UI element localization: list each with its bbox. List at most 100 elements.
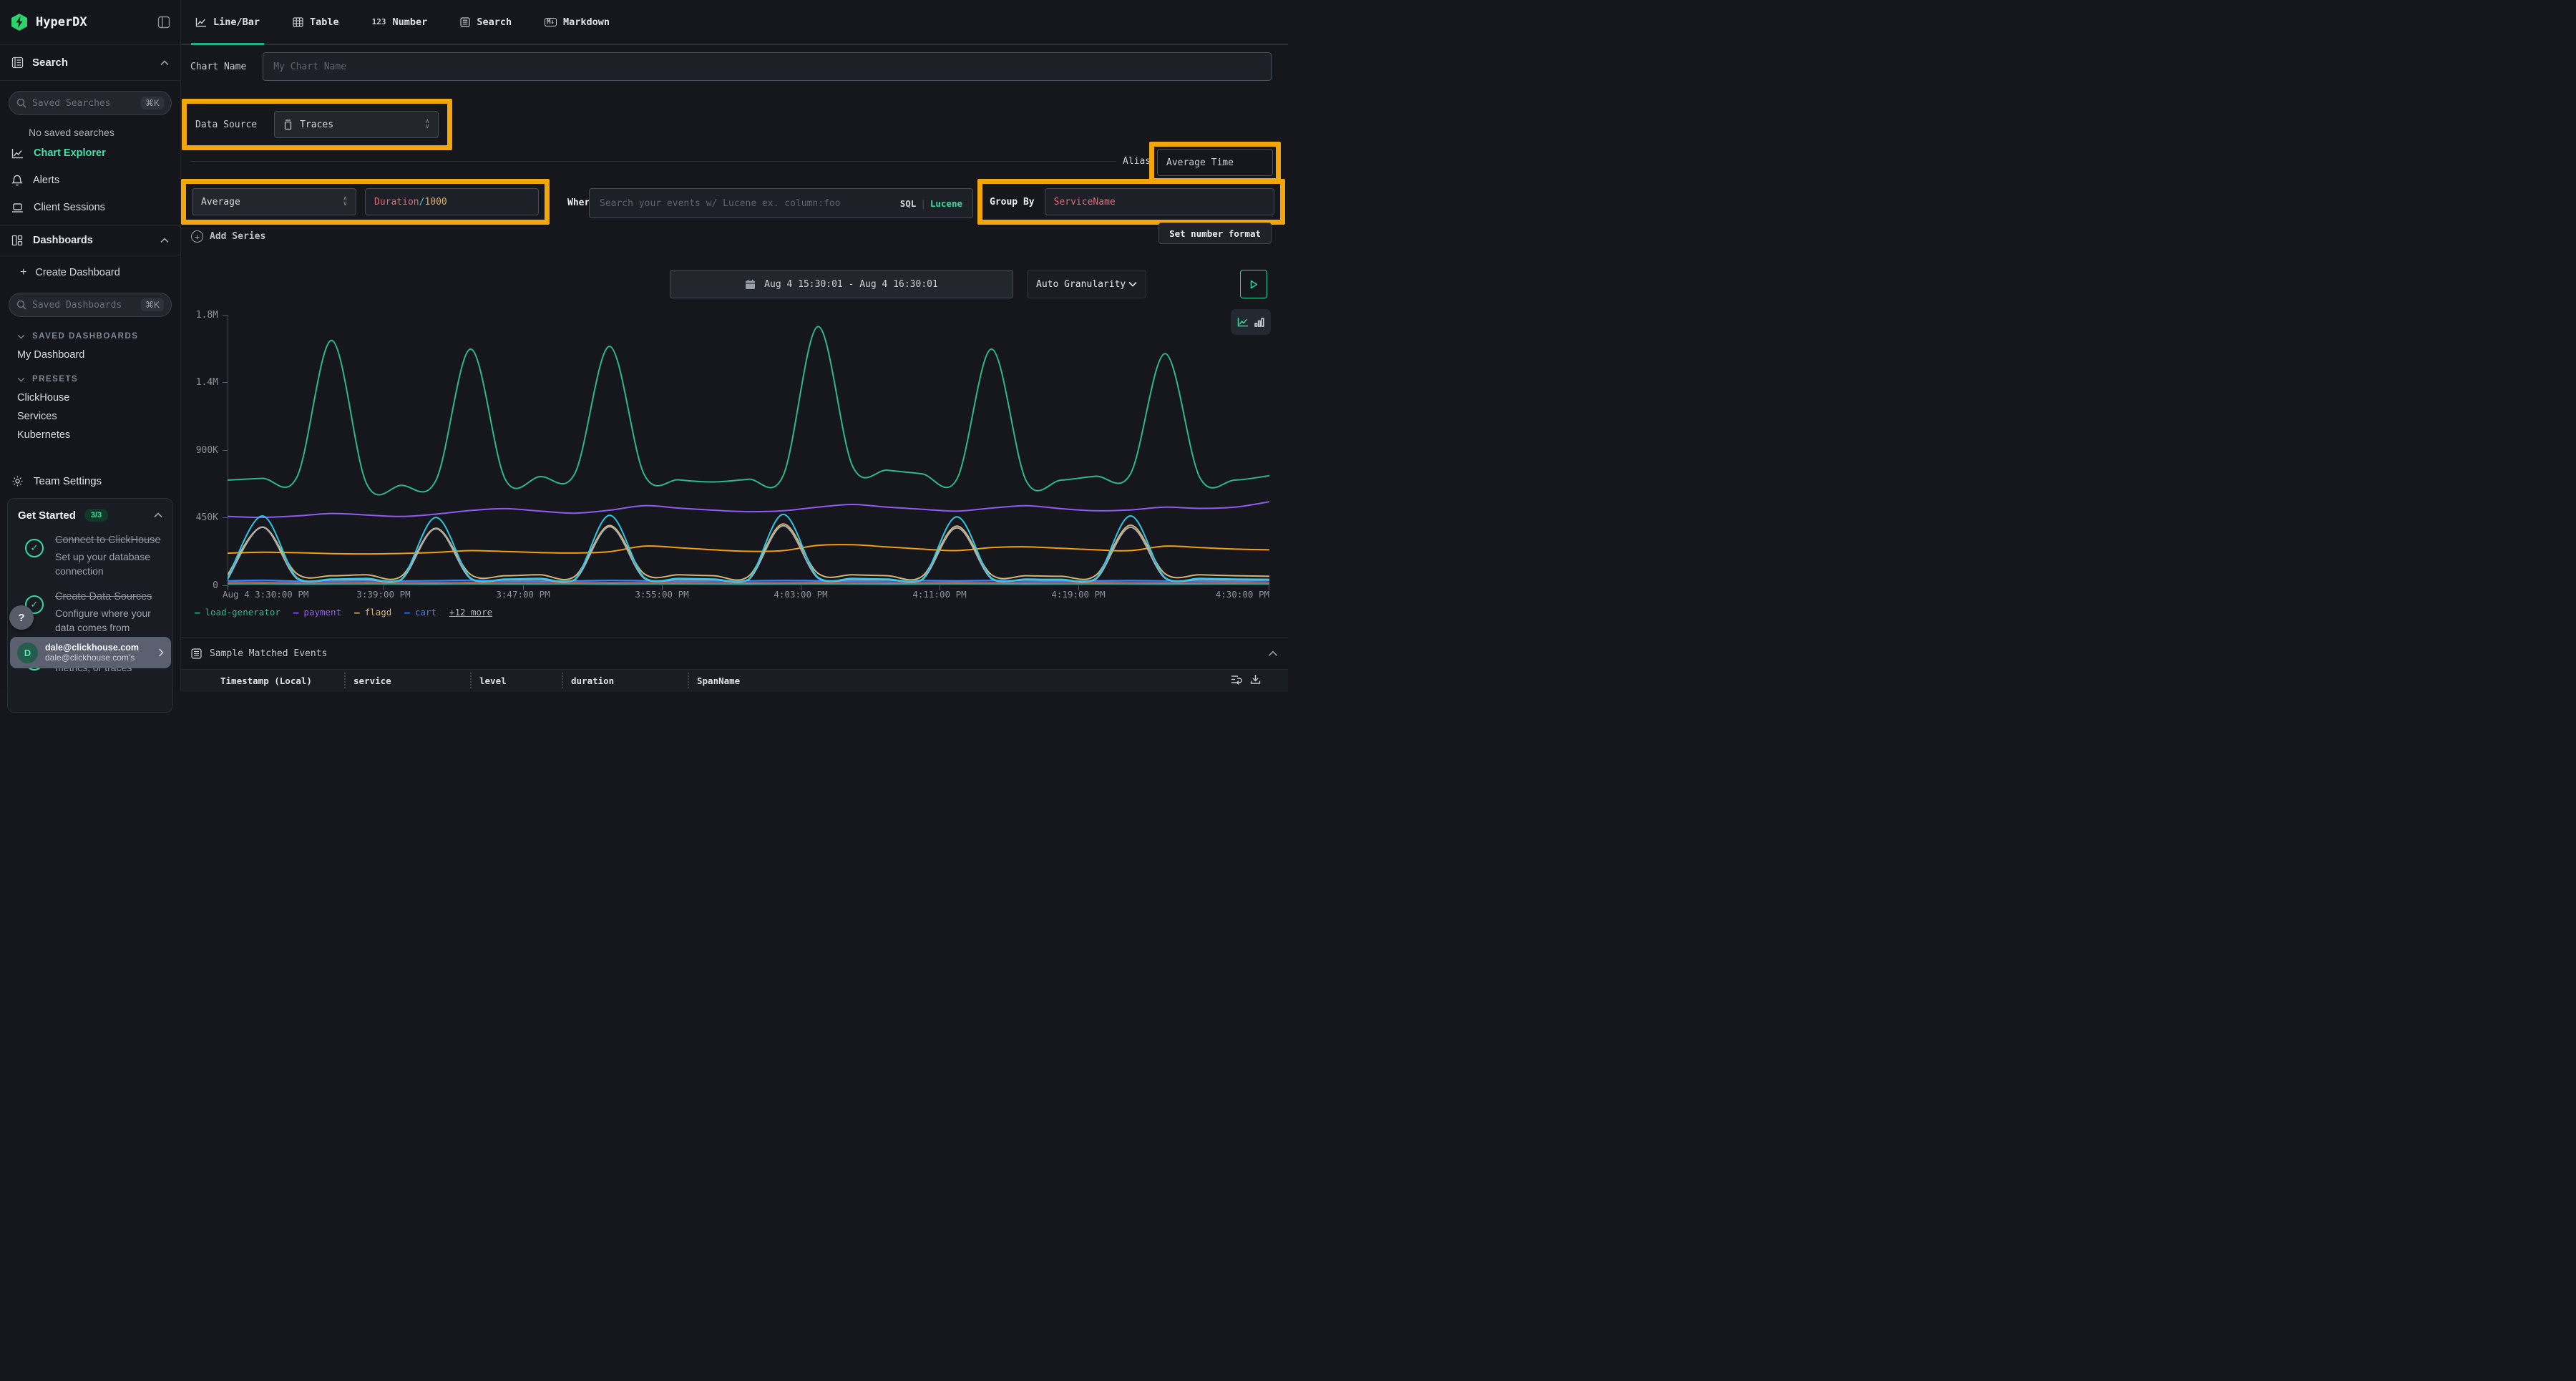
chevron-down-icon: [17, 334, 25, 339]
sidebar-item-chart-explorer[interactable]: Chart Explorer: [0, 141, 180, 165]
legend-item-flagd[interactable]: — flagd: [354, 607, 391, 618]
gear-icon: [11, 475, 24, 487]
y-axis-tick-label: 1.4M: [181, 377, 218, 388]
granularity-select[interactable]: Auto Granularity: [1027, 270, 1146, 298]
number-123-icon: 123: [372, 17, 386, 26]
kbd-shortcut-badge: ⌘K: [141, 298, 164, 311]
group-by-highlight: Group By ServiceName: [977, 179, 1285, 225]
sidebar-item-kubernetes[interactable]: Kubernetes: [0, 426, 180, 444]
help-button[interactable]: ?: [9, 605, 34, 630]
group-by-label: Group By: [990, 197, 1035, 208]
saved-searches-placeholder: Saved Searches: [32, 98, 141, 109]
saved-dashboards-input[interactable]: Saved Dashboards ⌘K: [9, 293, 172, 317]
check-circle-icon: ✓: [25, 539, 44, 557]
saved-searches-input[interactable]: Saved Searches ⌘K: [9, 91, 172, 115]
data-source-select[interactable]: Traces ∧∨: [274, 111, 439, 138]
sql-mode-button[interactable]: SQL: [900, 198, 917, 209]
app-title: HyperDX: [36, 15, 157, 29]
chart-legend: — load-generator — payment — flagd — car…: [195, 607, 492, 618]
download-icon[interactable]: [1250, 674, 1261, 685]
client-sessions-label: Client Sessions: [34, 202, 169, 213]
column-header[interactable]: duration: [571, 675, 614, 686]
avatar: D: [17, 643, 38, 663]
laptop-icon: [11, 202, 24, 213]
sidebar: HyperDX Search Saved Searches ⌘K No save…: [0, 0, 181, 690]
lucene-mode-button[interactable]: Lucene: [930, 198, 962, 209]
chart-name-input[interactable]: [263, 52, 1272, 81]
plus-icon: +: [20, 266, 26, 279]
add-series-button[interactable]: + Add Series: [191, 230, 265, 243]
legend-label: load-generator: [205, 607, 280, 618]
tab-label: Number: [393, 16, 428, 28]
column-header[interactable]: level: [479, 675, 507, 686]
sample-matched-events-section: Sample Matched Events Timestamp (Local) …: [181, 637, 1288, 692]
sidebar-item-clickhouse[interactable]: ClickHouse: [0, 389, 180, 407]
presets-section-header[interactable]: PRESETS: [0, 370, 180, 389]
column-header[interactable]: service: [353, 675, 391, 686]
column-resize-handle[interactable]: [470, 673, 472, 688]
aggregation-select[interactable]: Average ∧∨: [192, 188, 356, 215]
line-chart-plot[interactable]: [228, 315, 1269, 585]
sidebar-item-team-settings[interactable]: Team Settings: [0, 469, 180, 493]
collapse-section-icon[interactable]: [1268, 650, 1278, 657]
sidebar-section-dashboards[interactable]: Dashboards: [0, 225, 180, 255]
metric-expression-input[interactable]: Duration/1000: [365, 188, 539, 215]
get-started-item-connect[interactable]: ✓ Connect to ClickHouse Set up your data…: [18, 533, 162, 578]
dashboards-label: Dashboards: [33, 235, 160, 246]
saved-dashboards-section-header[interactable]: SAVED DASHBOARDS: [0, 327, 180, 346]
column-resize-handle[interactable]: [562, 673, 563, 688]
legend-item-cart[interactable]: — cart: [404, 607, 436, 618]
search-section-label: Search: [32, 57, 160, 69]
column-resize-handle[interactable]: [344, 673, 346, 688]
tab-search[interactable]: Search: [456, 0, 516, 44]
sidebar-item-alerts[interactable]: Alerts: [0, 168, 180, 192]
legend-label: payment: [303, 607, 341, 618]
set-number-format-button[interactable]: Set number format: [1158, 223, 1272, 244]
user-email: dale@clickhouse.com: [45, 643, 158, 653]
sidebar-section-search[interactable]: Search: [0, 45, 180, 81]
sidebar-item-services[interactable]: Services: [0, 407, 180, 426]
series-divider: [190, 161, 1116, 162]
legend-more-link[interactable]: +12 more: [449, 607, 492, 618]
sidebar-item-my-dashboard[interactable]: My Dashboard: [0, 346, 180, 364]
legend-item-payment[interactable]: — payment: [293, 607, 341, 618]
chevron-up-icon[interactable]: [154, 512, 162, 518]
markdown-icon: M↓: [545, 18, 557, 26]
select-chevrons-icon: ∧∨: [426, 119, 429, 130]
where-search-input[interactable]: Search your events w/ Lucene ex. column:…: [589, 188, 973, 218]
get-started-title: Get Started: [18, 509, 76, 522]
column-resize-handle[interactable]: [688, 673, 689, 688]
get-started-progress-badge: 3/3: [84, 509, 108, 522]
sidebar-item-client-sessions[interactable]: Client Sessions: [0, 195, 180, 220]
tab-markdown[interactable]: M↓ Markdown: [540, 0, 614, 44]
alias-input[interactable]: [1157, 149, 1273, 176]
tab-number[interactable]: 123 Number: [368, 0, 432, 44]
get-started-item-title: Create Data Sources: [55, 590, 162, 604]
legend-swatch: —: [354, 607, 360, 618]
date-range-picker[interactable]: Aug 4 15:30:01 - Aug 4 16:30:01: [670, 270, 1013, 298]
tab-line-bar[interactable]: Line/Bar: [191, 0, 264, 44]
line-chart-icon: [195, 17, 207, 27]
get-started-item-subtitle: Configure where your data comes from: [55, 606, 162, 635]
presets-section-label: PRESETS: [32, 375, 78, 384]
search-icon: [16, 98, 26, 108]
traces-icon: [283, 119, 293, 130]
get-started-item-data-sources[interactable]: ✓ Create Data Sources Configure where yo…: [18, 590, 162, 635]
bell-icon: [11, 175, 23, 187]
aggregation-value: Average: [201, 197, 240, 208]
get-started-item-subtitle: Set up your database connection: [55, 550, 162, 578]
table-icon: [293, 17, 303, 27]
column-header[interactable]: Timestamp (Local): [220, 675, 312, 686]
legend-swatch: —: [195, 607, 200, 618]
run-query-button[interactable]: [1240, 270, 1267, 298]
collapse-sidebar-icon[interactable]: [157, 16, 170, 29]
column-header[interactable]: SpanName: [697, 675, 740, 686]
user-menu[interactable]: D dale@clickhouse.com dale@clickhouse.co…: [10, 637, 171, 668]
group-by-input[interactable]: ServiceName: [1045, 188, 1274, 215]
tab-table[interactable]: Table: [288, 0, 343, 44]
wrap-text-icon[interactable]: [1231, 674, 1243, 685]
chevron-up-icon: [160, 60, 169, 66]
y-tick: [223, 585, 228, 586]
create-dashboard-button[interactable]: + Create Dashboard: [0, 263, 180, 283]
legend-item-load-generator[interactable]: — load-generator: [195, 607, 280, 618]
